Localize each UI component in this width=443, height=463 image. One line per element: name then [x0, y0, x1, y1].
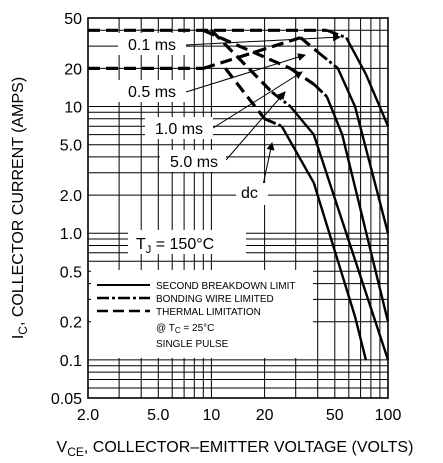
- label-1-0ms: 1.0 ms: [155, 121, 203, 138]
- curve-dc-thermal-limit-segment: [224, 67, 266, 120]
- curve-1-0-ms-thermal-limit-segment: [202, 28, 292, 70]
- curve-labels: 0.1 ms 0.5 ms 1.0 ms 5.0 ms dc TJ = 150°…: [118, 33, 268, 256]
- curve-1-0-ms-second-breakdown-segment: [325, 96, 344, 136]
- y-tick-label: 2.0: [60, 188, 82, 205]
- label-5-0ms: 5.0 ms: [170, 154, 218, 171]
- curve-dc-bonding-wire-segment: [264, 117, 283, 128]
- curve-dc-second-breakdown-segment: [353, 316, 368, 361]
- curve-0-1-ms-second-breakdown-segment: [364, 73, 390, 127]
- leader-arrow: [261, 142, 275, 191]
- curve-dc-second-breakdown-segment: [280, 125, 315, 184]
- leader-arrow: [185, 53, 306, 93]
- y-tick-label: 10: [64, 100, 82, 117]
- curve-5-0-ms-second-breakdown-segment: [289, 105, 315, 136]
- curve-5-0-ms-thermal-limit-segment: [210, 29, 274, 94]
- x-tick-label: 100: [375, 407, 402, 424]
- legend-label-second-breakdown: SECOND BREAKDOWN LIMIT: [156, 281, 295, 292]
- curve-0-1-ms-bonding-wire-segment: [326, 28, 347, 39]
- curve-0-5-ms-bonding-wire-segment: [316, 50, 339, 70]
- y-tick-label: 0.05: [51, 391, 82, 408]
- y-tick-label: 0.5: [60, 264, 82, 281]
- legend-label-thermal: THERMAL LIMITATION: [156, 307, 261, 318]
- y-tick-label: 0.2: [60, 315, 82, 332]
- curve-1-0-ms-second-breakdown-segment: [341, 134, 390, 322]
- curve-0-5-ms-second-breakdown-segment: [353, 106, 390, 234]
- curve-0-5-ms-thermal-limit-segment: [202, 36, 302, 70]
- x-axis-title: VCE, COLLECTOR–EMITTER VOLTAGE (VOLTS): [57, 439, 414, 459]
- curve-5-0-ms-second-breakdown-segment: [312, 134, 390, 361]
- label-0-5ms: 0.5 ms: [128, 84, 176, 101]
- label-dc: dc: [241, 185, 258, 202]
- y-tick-label: 1.0: [60, 226, 82, 243]
- curve-dc-second-breakdown-segment: [312, 182, 357, 317]
- x-tick-label: 10: [203, 407, 221, 424]
- y-axis-title: IC, COLLECTOR CURRENT (AMPS): [10, 77, 30, 339]
- label-0-1ms: 0.1 ms: [128, 37, 176, 54]
- x-tick-label: 5.0: [147, 407, 169, 424]
- curve-0-5-ms-thermal-limit-segment: [299, 36, 319, 54]
- legend-note: SINGLE PULSE: [156, 339, 229, 350]
- label-leaders: [185, 33, 341, 191]
- tick-labels: 2.0 5.0 10 20 50 100 0.05 0.1 0.2 0.5 1.0 2.0 5.0 10 2…: [51, 11, 402, 424]
- leader-arrow: [185, 33, 341, 46]
- curve-1-0-ms-bonding-wire-segment: [312, 83, 328, 98]
- x-tick-label: 20: [256, 407, 274, 424]
- curve-1-0-ms-thermal-limit-segment: [289, 67, 315, 86]
- curve-0-5-ms-second-breakdown-segment: [336, 67, 357, 107]
- plot-frame: [87, 17, 389, 399]
- y-tick-label: 5.0: [60, 138, 82, 155]
- y-tick-label: 50: [64, 11, 82, 28]
- legend-condition: @ TC = 25°C: [156, 323, 214, 335]
- legend: SECOND BREAKDOWN LIMIT BONDING WIRE LIMI…: [91, 270, 313, 358]
- curve-0-1-ms-second-breakdown-segment: [345, 37, 367, 75]
- y-tick-label: 20: [64, 61, 82, 78]
- curves: [88, 28, 390, 361]
- leader-arrow: [212, 71, 303, 129]
- x-tick-label: 50: [326, 407, 344, 424]
- y-tick-label: 0.1: [60, 353, 82, 370]
- leader-arrow: [225, 91, 286, 161]
- x-tick-label: 2.0: [77, 407, 99, 424]
- junction-temperature-label: TJ = 150°C: [136, 236, 214, 256]
- legend-label-bonding-wire: BONDING WIRE LIMITED: [156, 294, 274, 305]
